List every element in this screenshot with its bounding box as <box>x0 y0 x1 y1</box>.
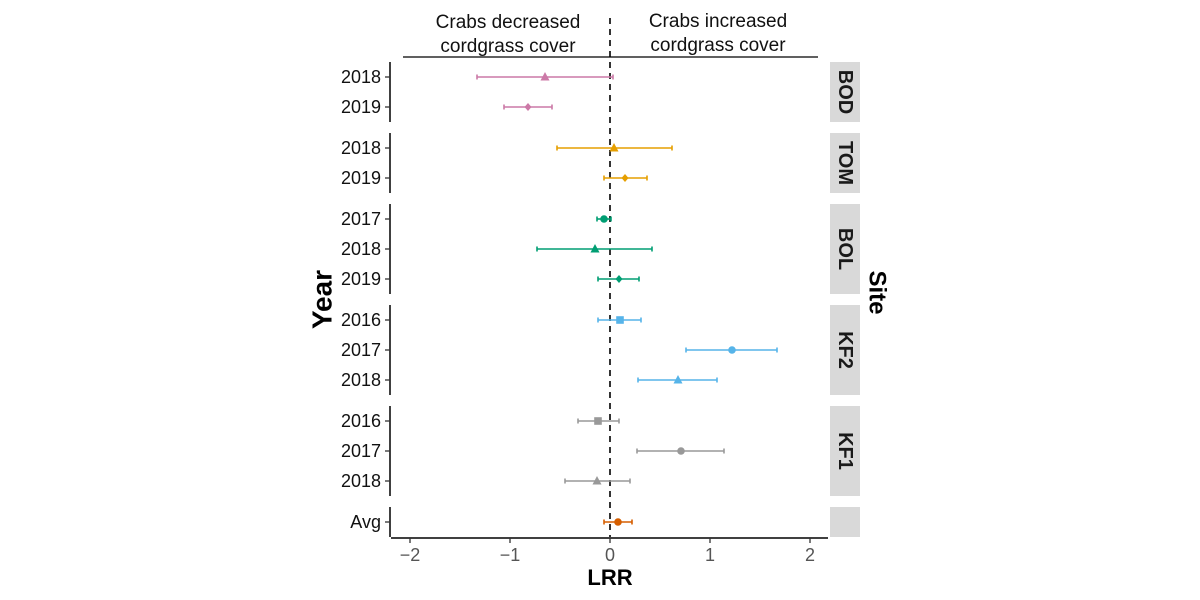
x-tick-label: 0 <box>605 545 615 565</box>
facet-strip <box>830 62 860 122</box>
y-tick-label: 2018 <box>341 138 381 158</box>
y-axis-title: Year <box>307 270 338 329</box>
point-estimate-triangle <box>540 72 550 81</box>
y-tick-label: Avg <box>350 512 381 532</box>
y-tick-label: 2016 <box>341 411 381 431</box>
header-annotations: Crabs decreased cordgrass cover Crabs in… <box>403 11 818 58</box>
site-panel: TOM 2018 2019 <box>341 133 860 193</box>
point-estimate-diamond <box>615 275 623 283</box>
annotation-left-line1: Crabs decreased <box>436 12 581 33</box>
x-tick-label: 1 <box>705 545 715 565</box>
point-estimate-triangle <box>590 244 600 253</box>
facet-strip-label: KF1 <box>834 432 856 470</box>
x-tick-label: 2 <box>805 545 815 565</box>
site-panel: KF2 2016 2017 2018 <box>341 305 860 395</box>
y-tick-label: 2019 <box>341 168 381 188</box>
site-panel: BOD 2018 2019 <box>341 62 860 122</box>
annotation-right-line2: cordgrass cover <box>650 35 786 56</box>
y-tick-label: 2017 <box>341 340 381 360</box>
y-tick-label: 2019 <box>341 269 381 289</box>
facet-strip-label: BOL <box>834 228 856 270</box>
site-axis-title: Site <box>864 270 891 314</box>
facet-strip <box>830 133 860 193</box>
facet-strip <box>830 406 860 496</box>
y-tick-label: 2018 <box>341 67 381 87</box>
facet-strip <box>830 507 860 537</box>
point-estimate-triangle <box>673 375 683 384</box>
point-estimate-circle <box>677 447 685 455</box>
site-panel: BOL 2017 2018 2019 <box>341 204 860 294</box>
facet-strip-label: TOM <box>834 141 856 185</box>
y-tick-label: 2018 <box>341 471 381 491</box>
x-tick-label: −1 <box>500 545 521 565</box>
facet-strip-label: KF2 <box>834 331 856 369</box>
point-estimate-circle <box>728 346 736 354</box>
site-panel: Avg <box>350 507 860 537</box>
x-axis: −2 −1 0 1 2 <box>391 537 828 565</box>
y-tick-label: 2018 <box>341 370 381 390</box>
y-tick-label: 2017 <box>341 209 381 229</box>
y-tick-label: 2019 <box>341 97 381 117</box>
facet-strip-label: BOD <box>834 70 856 114</box>
y-tick-label: 2018 <box>341 239 381 259</box>
y-tick-label: 2016 <box>341 310 381 330</box>
point-estimate-diamond <box>524 103 532 111</box>
site-panel: KF1 2016 2017 2018 <box>341 406 860 496</box>
facet-strip <box>830 204 860 294</box>
point-estimate-triangle <box>609 143 619 152</box>
annotation-right-line1: Crabs increased <box>649 11 787 32</box>
x-axis-title: LRR <box>587 565 632 590</box>
annotation-left-line2: cordgrass cover <box>440 36 576 57</box>
y-tick-label: 2017 <box>341 441 381 461</box>
point-estimate-triangle <box>592 476 602 485</box>
point-estimate-square <box>594 417 602 425</box>
point-estimate-square <box>616 316 624 324</box>
panels: BOD 2018 2019 TOM 2018 2019 BOL 2017 2018 2019 KF2… <box>341 62 860 537</box>
point-estimate-diamond <box>621 174 629 182</box>
x-tick-label: −2 <box>400 545 421 565</box>
point-estimate-circle <box>600 215 608 223</box>
facet-strip <box>830 305 860 395</box>
point-estimate-circle <box>614 518 622 526</box>
